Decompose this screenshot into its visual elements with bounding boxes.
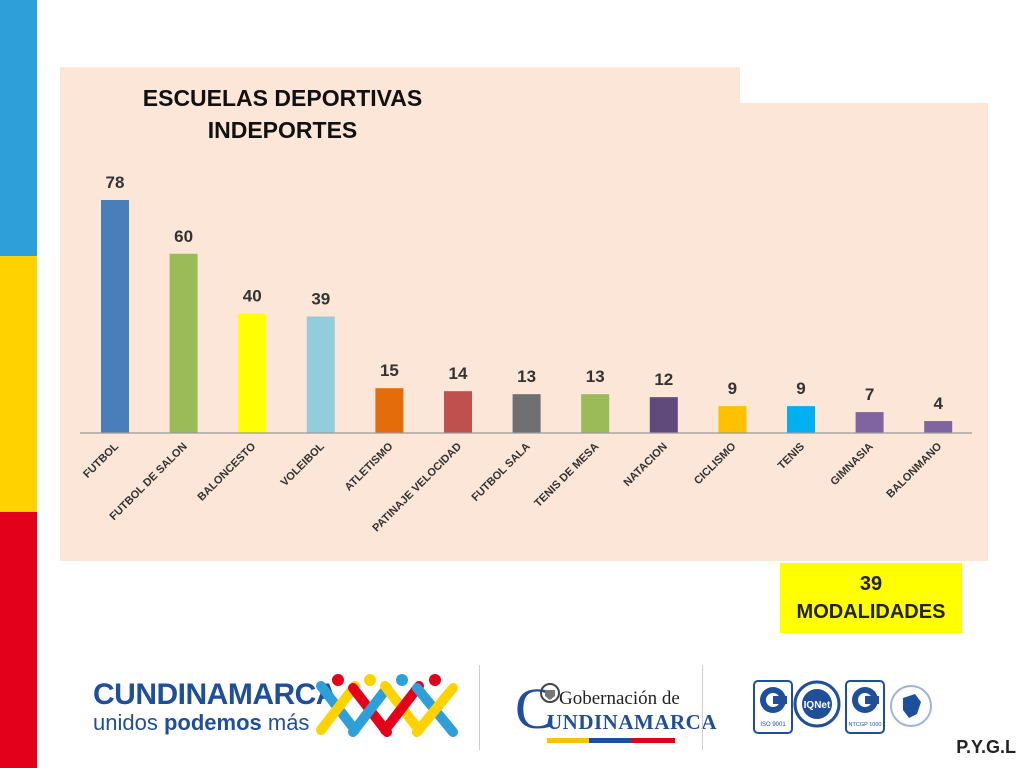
x-tick-label: FUTBOL DE SALON (107, 441, 189, 523)
ntcgp-1000-cert-label: NTCGP 1000 (849, 722, 882, 728)
cundinamarca-logo-title: CUNDINAMARCA (93, 678, 337, 711)
chart-title: ESCUELAS DEPORTIVAS INDEPORTES (60, 82, 505, 146)
data-label: 40 (243, 287, 262, 306)
cundinamarca-logo: CUNDINAMARCA unidos podemos más (93, 678, 337, 736)
chart-panel-top (60, 67, 740, 103)
regional-seal-icon (890, 685, 932, 727)
modalidades-box: 39 MODALIDADES (780, 563, 962, 633)
bar-futbol-de-salon (169, 253, 198, 433)
data-label: 9 (728, 379, 737, 398)
data-label: 14 (449, 364, 468, 383)
x-tick-label: GIMNASIA (828, 441, 875, 488)
data-label: 15 (380, 361, 399, 380)
stripe-yellow (0, 256, 37, 512)
bar-baloncesto (238, 313, 267, 433)
iqnet-cert-icon: IQNet (793, 680, 841, 728)
stripe-blue (0, 0, 37, 256)
x-tick-label: CICLISMO (692, 440, 739, 487)
bar-patinaje-velocidad (444, 391, 472, 433)
data-label: 78 (106, 173, 125, 192)
x-tick-label: NATACION (622, 441, 670, 489)
x-tick-label: BALONCESTO (196, 440, 259, 503)
bar-atletismo (375, 388, 404, 433)
footer-divider-2 (702, 665, 703, 750)
iso-9001-cert-icon: ISO 9001 (753, 680, 793, 734)
footer: CUNDINAMARCA unidos podemos más C Gobern… (37, 650, 1024, 768)
chart-title-line-2: INDEPORTES (207, 117, 358, 143)
coat-of-arms-icon (540, 683, 560, 703)
cundinamarca-logo-slogan: unidos podemos más (93, 710, 310, 735)
pygl-label: P.Y.G.L (956, 737, 1016, 757)
data-label: 39 (311, 290, 330, 309)
bar-ciclismo (718, 406, 747, 433)
gobernacion-line-1: Gobernación de (559, 688, 680, 709)
gobernacion-logo-c: C (515, 676, 554, 741)
x-tick-label: FUTBOL SALA (470, 441, 533, 504)
data-label: 7 (865, 385, 874, 404)
iso-9001-cert-label: ISO 9001 (760, 722, 786, 728)
ntcgp-1000-cert-icon: NTCGP 1000 (845, 680, 885, 734)
iqnet-cert-label: IQNet (804, 700, 831, 711)
chart-title-line-1: ESCUELAS DEPORTIVAS (142, 85, 423, 111)
chart-panel (60, 103, 988, 561)
x-tick-label: FUTBOL (81, 440, 121, 480)
footer-divider-1 (479, 665, 480, 750)
gobernacion-color-bar (547, 738, 675, 743)
bar-gimnasia (855, 412, 884, 433)
x-tick-label: TENIS (776, 441, 807, 472)
data-label: 60 (174, 227, 193, 246)
modalidades-label: MODALIDADES (796, 601, 946, 623)
bar-voleibol (306, 316, 335, 433)
x-tick-label: VOLEIBOL (279, 440, 327, 488)
data-label: 13 (517, 367, 536, 386)
bar-futbol (101, 200, 129, 433)
bar-tenis-de-mesa (581, 394, 610, 433)
data-label: 4 (933, 394, 943, 413)
data-label: 13 (586, 367, 605, 386)
data-label: 12 (654, 370, 673, 389)
x-tick-label: BALONMANO (884, 440, 944, 500)
stripe-red (0, 512, 37, 768)
bar-natacion (649, 397, 678, 433)
bar-balonmano (924, 421, 953, 433)
bar-tenis (787, 406, 815, 433)
modalidades-count: 39 (859, 573, 883, 595)
people-figures-icon (316, 674, 458, 737)
gobernacion-line-2: UNDINAMARCA (547, 710, 717, 734)
x-tick-label: ATLETISMO (343, 440, 396, 493)
x-tick-label: TENIS DE MESA (532, 441, 601, 510)
bar-futbol-sala (512, 394, 541, 433)
data-label: 9 (796, 379, 805, 398)
